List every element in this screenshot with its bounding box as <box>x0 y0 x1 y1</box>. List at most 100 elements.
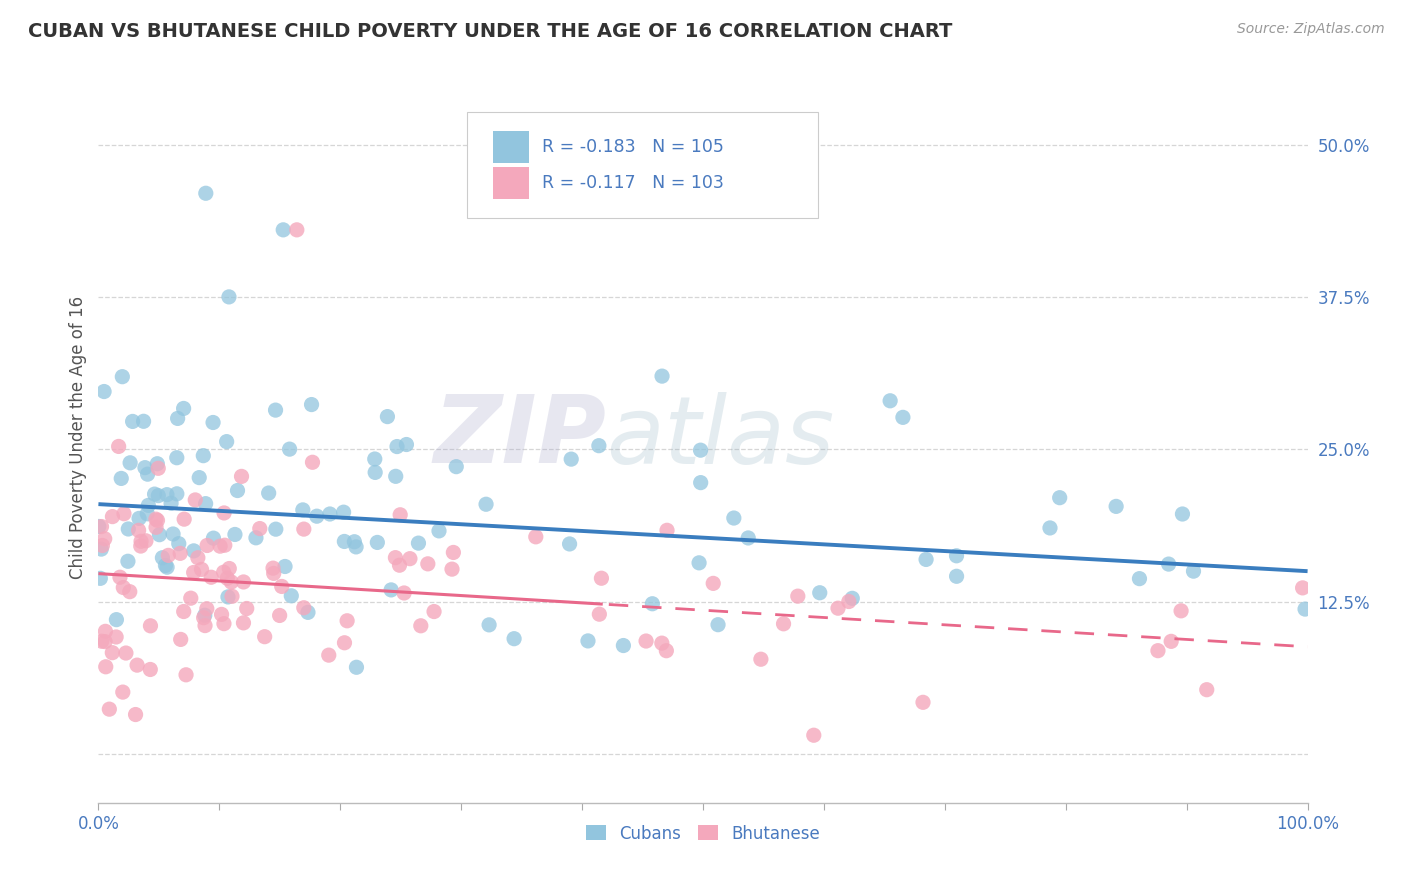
Point <box>841 591 863 606</box>
Point <box>364 466 387 480</box>
Point <box>193 449 215 463</box>
Point <box>385 440 408 454</box>
Point <box>115 646 138 660</box>
Point <box>319 507 342 521</box>
Point <box>651 636 673 650</box>
Point <box>786 589 808 603</box>
Point <box>915 552 938 566</box>
Point <box>152 550 174 565</box>
Point <box>118 584 141 599</box>
Point <box>263 566 285 581</box>
Point <box>305 509 328 524</box>
Point <box>155 558 177 573</box>
Point <box>94 624 117 639</box>
Point <box>190 562 212 576</box>
Point <box>134 460 156 475</box>
Text: Source: ZipAtlas.com: Source: ZipAtlas.com <box>1237 22 1385 37</box>
Point <box>146 457 169 471</box>
Point <box>170 632 193 647</box>
Point <box>112 507 135 521</box>
Point <box>772 616 794 631</box>
Point <box>218 561 240 575</box>
Point <box>169 546 191 560</box>
Point <box>749 652 772 666</box>
Text: ZIP: ZIP <box>433 391 606 483</box>
Point <box>107 439 129 453</box>
Point <box>423 605 446 619</box>
Point <box>264 522 287 536</box>
Point <box>136 507 159 521</box>
Point <box>364 452 387 467</box>
Point <box>269 608 291 623</box>
Point <box>202 416 225 430</box>
Point <box>217 571 239 585</box>
Point <box>1291 581 1313 595</box>
Point <box>121 414 143 428</box>
Point <box>399 551 422 566</box>
Point <box>336 614 359 628</box>
Point <box>120 456 142 470</box>
Point <box>249 522 271 536</box>
Point <box>184 492 207 507</box>
Point <box>127 658 149 673</box>
Point <box>89 571 111 585</box>
Point <box>1170 604 1192 618</box>
Point <box>478 618 501 632</box>
Point <box>195 539 218 553</box>
Point <box>641 597 664 611</box>
Point <box>389 508 412 522</box>
Point <box>166 450 188 465</box>
Point <box>139 619 162 633</box>
Point <box>143 487 166 501</box>
Point <box>911 695 934 709</box>
Point <box>588 439 610 453</box>
Point <box>278 442 301 457</box>
Point <box>232 574 254 589</box>
Point <box>707 617 730 632</box>
Point <box>211 607 233 622</box>
Point <box>173 512 195 526</box>
Point <box>1157 557 1180 571</box>
Point <box>723 511 745 525</box>
Point <box>1147 643 1170 657</box>
Point <box>838 594 860 608</box>
Point <box>384 550 406 565</box>
Point <box>202 531 225 545</box>
Point <box>945 549 967 563</box>
Point <box>183 544 205 558</box>
Point <box>231 469 253 483</box>
Point <box>148 527 170 541</box>
Point <box>262 561 284 575</box>
Point <box>879 393 901 408</box>
Text: R = -0.183   N = 105: R = -0.183 N = 105 <box>543 137 724 156</box>
FancyBboxPatch shape <box>467 112 818 218</box>
Point <box>808 586 831 600</box>
Point <box>132 414 155 428</box>
Text: R = -0.117   N = 103: R = -0.117 N = 103 <box>543 174 724 193</box>
Point <box>136 467 159 482</box>
Point <box>257 486 280 500</box>
Point <box>214 538 236 552</box>
Point <box>253 630 276 644</box>
Point <box>285 223 308 237</box>
Y-axis label: Child Poverty Under the Age of 16: Child Poverty Under the Age of 16 <box>69 295 87 579</box>
Point <box>167 536 190 550</box>
Point <box>200 570 222 584</box>
Point <box>524 530 547 544</box>
Point <box>945 569 967 583</box>
Point <box>1039 521 1062 535</box>
Point <box>110 471 132 485</box>
Point <box>651 369 673 384</box>
Point <box>156 488 179 502</box>
Point <box>101 509 124 524</box>
Point <box>90 634 112 648</box>
Point <box>591 571 613 585</box>
Point <box>655 643 678 657</box>
Point <box>195 601 218 615</box>
Point <box>318 648 340 662</box>
Point <box>111 685 134 699</box>
Text: CUBAN VS BHUTANESE CHILD POVERTY UNDER THE AGE OF 16 CORRELATION CHART: CUBAN VS BHUTANESE CHILD POVERTY UNDER T… <box>28 22 952 41</box>
Point <box>129 539 152 553</box>
Point <box>219 574 242 589</box>
Point <box>366 535 388 549</box>
